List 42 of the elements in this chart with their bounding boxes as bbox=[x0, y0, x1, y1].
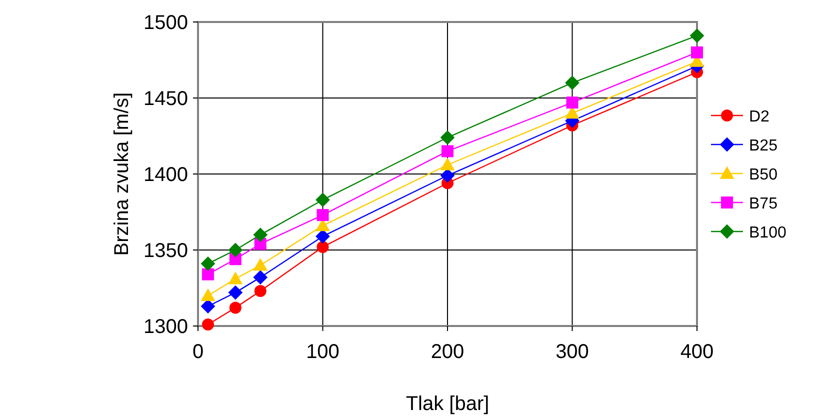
legend-label: B100 bbox=[749, 224, 786, 242]
point bbox=[253, 258, 268, 271]
point bbox=[440, 158, 455, 170]
legend-label: B75 bbox=[749, 196, 778, 212]
y-tick-label: 1300 bbox=[144, 316, 188, 338]
point bbox=[316, 192, 330, 208]
point bbox=[566, 96, 578, 109]
point bbox=[253, 228, 268, 242]
point bbox=[228, 242, 243, 258]
y-tick-label: 1400 bbox=[144, 164, 188, 186]
x-tick-label: 100 bbox=[306, 341, 340, 363]
point bbox=[228, 272, 243, 284]
point bbox=[200, 288, 216, 301]
point bbox=[228, 285, 243, 300]
y-tick-label: 1500 bbox=[144, 12, 188, 34]
point bbox=[565, 76, 580, 90]
y-tick-label: 1450 bbox=[144, 88, 188, 110]
y-tick-label: 1350 bbox=[144, 240, 188, 262]
point bbox=[316, 209, 329, 222]
point bbox=[253, 270, 268, 285]
x-axis-title: Tlak [bar] bbox=[406, 393, 490, 415]
point bbox=[691, 46, 703, 58]
point bbox=[229, 302, 242, 314]
point bbox=[442, 145, 454, 158]
point bbox=[200, 256, 216, 271]
point bbox=[316, 240, 329, 253]
point bbox=[202, 268, 214, 280]
x-tick-label: 200 bbox=[430, 341, 464, 363]
x-tick-label: 400 bbox=[680, 341, 714, 363]
x-tick-label: 300 bbox=[556, 341, 589, 363]
point bbox=[316, 229, 330, 244]
x-tick-label: 0 bbox=[192, 341, 204, 363]
point bbox=[440, 168, 455, 183]
y-axis-title: Brzina zvuka [m/s] bbox=[111, 92, 133, 256]
legend-label: B25 bbox=[749, 138, 778, 154]
point bbox=[690, 28, 704, 43]
point bbox=[200, 299, 216, 314]
point bbox=[254, 285, 266, 298]
point bbox=[202, 318, 214, 330]
point bbox=[440, 130, 455, 145]
legend-label: B50 bbox=[749, 166, 778, 184]
legend-label: D2 bbox=[749, 108, 770, 126]
